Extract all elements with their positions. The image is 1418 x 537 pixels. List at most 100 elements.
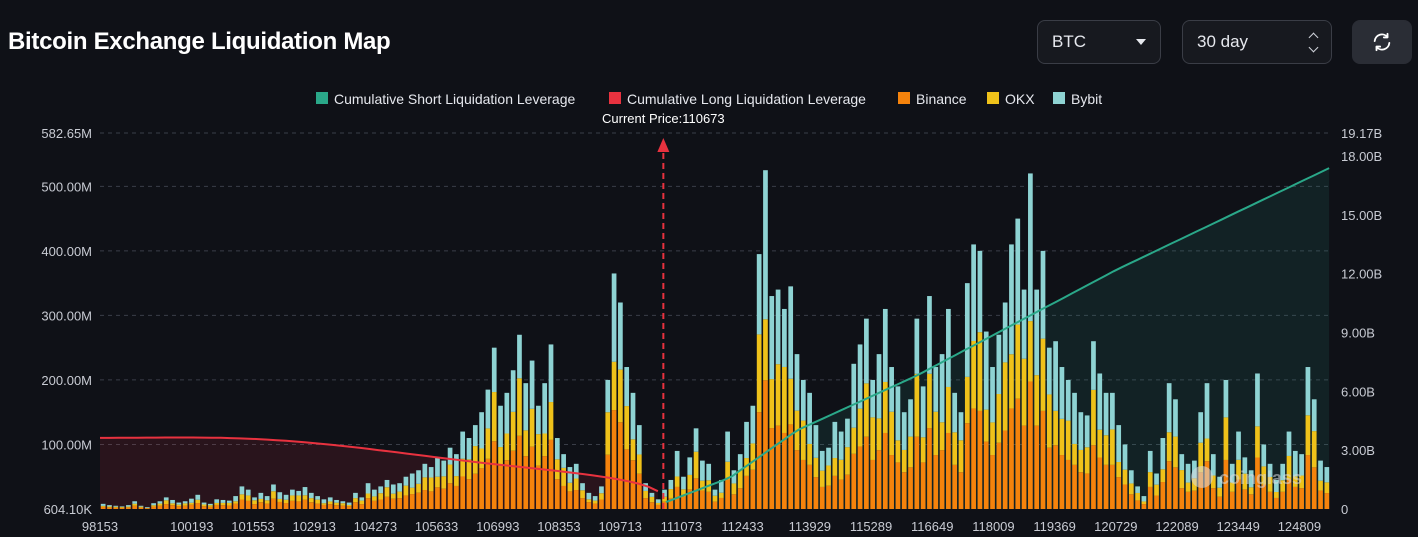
legend-swatch [316,92,328,104]
bybit-segment [782,308,787,367]
bybit-segment [157,501,163,504]
binance-segment [157,505,163,509]
liquidation-bar [977,250,983,509]
bybit-segment [1154,473,1159,485]
binance-segment [782,432,787,509]
binance-segment [1053,445,1058,509]
range-select[interactable]: 30 day [1182,20,1332,64]
okx-segment [472,446,478,474]
binance-segment [308,502,314,509]
binance-segment [769,428,775,509]
binance-segment [1267,491,1273,509]
binance-segment [687,489,693,509]
okx-segment [479,448,484,469]
okx-segment [1091,389,1096,446]
binance-segment [1166,461,1172,509]
x-tick-label: 124809 [1278,519,1321,534]
liquidation-bar [927,296,932,509]
okx-segment [864,383,869,437]
okx-segment [346,504,352,507]
okx-segment [876,418,882,451]
bybit-segment [119,506,125,508]
liquidation-bar [157,501,163,509]
okx-segment [1141,501,1147,505]
bybit-segment [126,505,131,507]
refresh-button[interactable] [1352,20,1412,64]
binance-segment [384,496,390,509]
okx-segment [611,361,617,411]
binance-segment [195,503,201,509]
binance-segment [264,503,270,509]
liquidation-bar [523,383,529,509]
liquidation-bar [1267,463,1273,509]
y-left-tick-label: 582.65M [41,126,92,141]
okx-segment [1084,447,1090,474]
okx-segment [712,495,718,502]
okx-segment [718,492,724,498]
liquidation-bar [1097,373,1103,509]
okx-segment [889,411,894,456]
binance-segment [441,488,447,509]
binance-segment [901,472,907,509]
okx-segment [252,500,257,505]
okx-segment [409,487,415,495]
liquidation-bar [327,497,333,509]
binance-segment [592,503,598,509]
okx-segment [908,436,913,468]
binance-segment [107,507,112,509]
symbol-select[interactable]: BTC [1037,20,1161,64]
bybit-segment [636,425,642,455]
liquidation-bar [845,418,850,509]
liquidation-bar [586,492,592,509]
bybit-segment [914,318,920,374]
liquidation-bar [472,425,478,509]
liquidation-bar [479,412,484,509]
bybit-segment [605,379,611,413]
binance-segment [1179,488,1185,509]
bybit-segment [971,244,976,341]
liquidation-bar [138,505,144,509]
binance-segment [510,450,516,509]
bybit-segment [151,503,156,506]
okx-segment [340,503,346,506]
binance-segment [618,422,623,509]
binance-segment [390,498,396,509]
liquidation-bar [996,334,1002,509]
bybit-segment [428,467,434,478]
okx-segment [1261,466,1267,485]
liquidation-bar [958,412,964,509]
binance-segment [731,494,737,509]
x-tick-label: 115289 [850,519,892,534]
liquidation-bar [100,503,106,509]
x-tick-label: 123449 [1217,519,1260,534]
binance-segment [321,504,327,509]
binance-segment [271,498,276,509]
binance-segment [214,504,220,509]
liquidation-bar [851,363,857,509]
binance-segment [851,453,857,509]
liquidation-bar [454,454,459,509]
liquidation-bar [239,486,245,509]
binance-segment [876,450,882,509]
bybit-segment [1009,244,1014,355]
x-tick-label: 116649 [911,519,953,534]
liquidation-bar [485,389,491,509]
binance-segment [1122,484,1128,509]
binance-segment [529,446,535,509]
bybit-segment [876,354,882,419]
okx-segment [214,502,220,505]
okx-segment [1242,473,1248,490]
binance-segment [832,475,838,509]
binance-segment [1286,479,1292,509]
liquidation-bar [428,467,434,509]
liquidation-bar [1229,463,1235,509]
binance-segment [807,464,812,509]
bybit-segment [655,499,661,503]
okx-segment [372,496,377,501]
okx-segment [561,467,566,486]
liquidation-bar [649,492,655,509]
legend-item: Cumulative Long Liquidation Leverage [609,91,866,107]
binance-segment [290,500,295,509]
okx-segment [126,506,131,508]
okx-segment [1147,472,1153,487]
